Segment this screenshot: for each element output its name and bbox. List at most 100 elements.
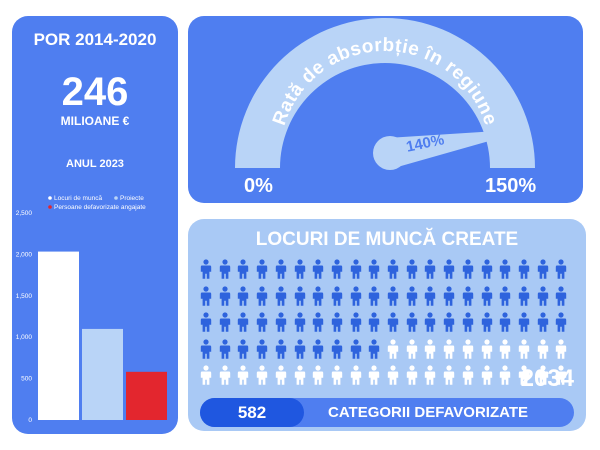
person-icon (256, 285, 268, 306)
person-icon (256, 259, 268, 279)
person-icon (443, 312, 455, 332)
person-icon (350, 365, 361, 385)
legend-label: Proiecte (120, 195, 144, 202)
person-icon (537, 259, 548, 279)
jobs-title: LOCURI DE MUNCĂ CREATE (255, 229, 519, 250)
y-tick-label: 1,000 (16, 334, 33, 341)
program-title: POR 2014-2020 (33, 30, 157, 49)
person-icon (331, 312, 343, 332)
person-icon (462, 365, 473, 385)
person-icon (312, 338, 324, 359)
person-icon (238, 285, 249, 306)
person-icon (219, 285, 230, 306)
person-icon (556, 338, 567, 359)
person-icon (556, 312, 567, 332)
person-icon (518, 338, 530, 359)
person-icon (406, 259, 417, 279)
person-icon (537, 365, 548, 385)
person-icon (556, 259, 567, 279)
person-icon (518, 312, 530, 332)
person-icon (462, 338, 473, 359)
gauge-needle (373, 130, 514, 170)
person-icon (256, 338, 268, 359)
legend-marker (48, 205, 52, 209)
person-icon (312, 259, 324, 279)
person-icon (369, 312, 380, 332)
person-icon (443, 365, 455, 385)
bar-chart: Locuri de muncă Proiecte Persoane defavori… (16, 195, 167, 424)
person-icon (331, 365, 343, 385)
person-icon (238, 338, 249, 359)
person-icon (200, 259, 212, 279)
person-icon (350, 285, 361, 306)
person-icon (219, 365, 230, 385)
person-icon (331, 338, 343, 359)
person-icon (200, 365, 212, 385)
legend-marker (114, 196, 118, 200)
person-icon (219, 259, 230, 279)
person-icon (556, 285, 567, 306)
person-icon (387, 285, 399, 306)
person-icon (443, 259, 455, 279)
person-icon (406, 312, 417, 332)
person-icon (537, 285, 548, 306)
person-icon (481, 338, 492, 359)
person-icon (406, 338, 417, 359)
gauge-arc (235, 18, 535, 168)
person-icon (462, 285, 473, 306)
person-icon (425, 312, 436, 332)
person-icon (481, 365, 492, 385)
person-icon (462, 312, 473, 332)
person-icon (481, 285, 492, 306)
person-icon (350, 259, 361, 279)
person-icon (200, 338, 212, 359)
person-icon (294, 312, 305, 332)
person-icon (294, 285, 305, 306)
person-icon (537, 338, 548, 359)
person-icon (275, 312, 286, 332)
year-label: ANUL 2023 (66, 158, 124, 170)
person-icon (219, 312, 230, 332)
gauge-max-label: 150% (485, 175, 537, 197)
person-icon (275, 338, 286, 359)
bar-1 (38, 251, 79, 420)
person-icon (219, 338, 230, 359)
y-tick-label: 0 (28, 417, 32, 424)
jobs-panel: LOCURI DE MUNCĂ CREATE 2034 582 CATEGORI… (188, 219, 586, 431)
person-icon (499, 285, 511, 306)
person-icon (406, 365, 417, 385)
person-icon (425, 365, 436, 385)
person-icon (425, 285, 436, 306)
person-icon (425, 338, 436, 359)
person-icon (556, 365, 567, 385)
person-icon (499, 365, 511, 385)
person-icon (350, 312, 361, 332)
person-icon (294, 259, 305, 279)
person-icon (312, 365, 324, 385)
person-icon (238, 259, 249, 279)
person-icon (256, 365, 268, 385)
amount-value: 246 (61, 70, 129, 114)
person-icon (200, 312, 212, 332)
person-icon (537, 312, 548, 332)
person-icon (200, 285, 212, 306)
person-icon (294, 365, 305, 385)
y-tick-label: 2,000 (16, 251, 33, 258)
person-icon (499, 259, 511, 279)
legend-label: Persoane defavorizate angajate (54, 204, 146, 211)
person-icon (238, 365, 249, 385)
disadvantaged-label: CATEGORII DEFAVORIZATE (328, 404, 529, 421)
person-icon (499, 312, 511, 332)
person-icon (275, 365, 286, 385)
person-icon (312, 312, 324, 332)
person-icon (518, 259, 530, 279)
person-icon (369, 285, 380, 306)
disadvantaged-count: 582 (237, 403, 267, 422)
person-icon (425, 259, 436, 279)
person-icon (238, 312, 249, 332)
person-icon (406, 285, 417, 306)
amount-unit: MILIOANE € (60, 114, 130, 128)
gauge-min-label: 0% (244, 175, 273, 197)
gauge-svg: Rată de absorbție în regiune (235, 18, 535, 170)
person-icon (369, 259, 380, 279)
